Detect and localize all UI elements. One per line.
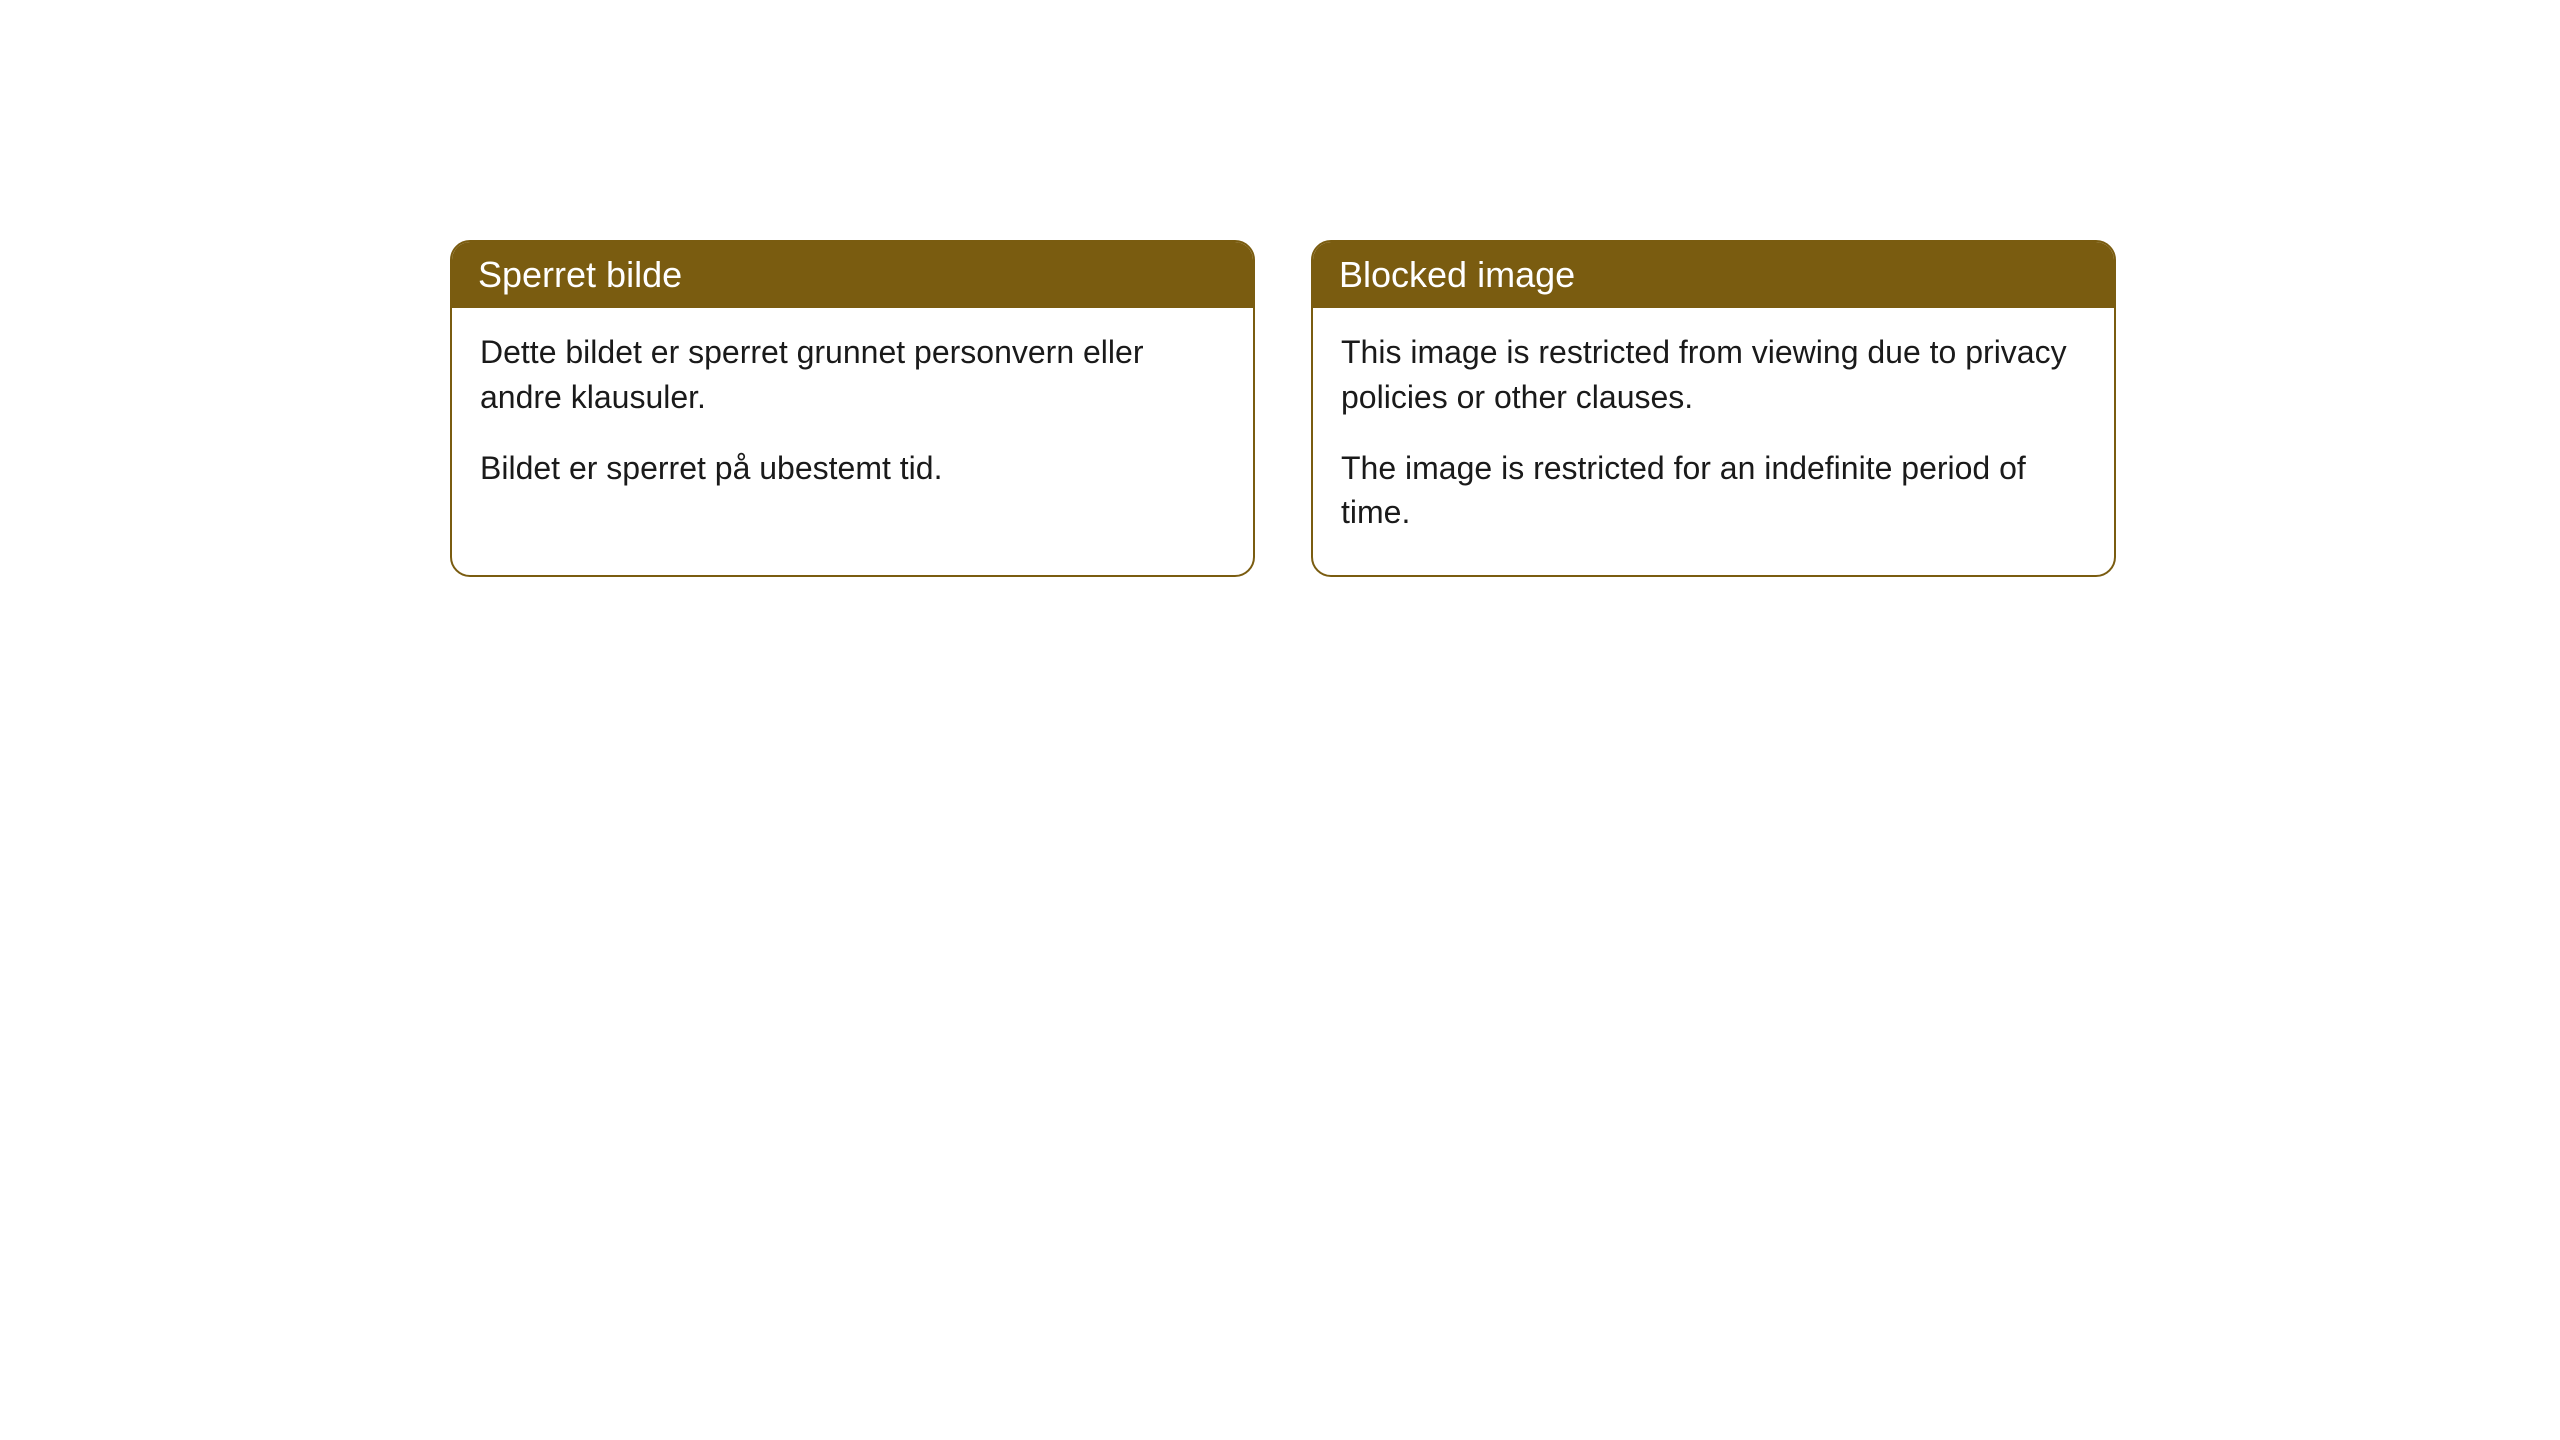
card-paragraph-2: The image is restricted for an indefinit… (1341, 446, 2086, 536)
notice-cards-container: Sperret bilde Dette bildet er sperret gr… (450, 240, 2560, 577)
card-header: Sperret bilde (452, 242, 1253, 308)
card-body: Dette bildet er sperret grunnet personve… (452, 308, 1253, 530)
notice-card-norwegian: Sperret bilde Dette bildet er sperret gr… (450, 240, 1255, 577)
card-paragraph-1: This image is restricted from viewing du… (1341, 330, 2086, 420)
card-paragraph-1: Dette bildet er sperret grunnet personve… (480, 330, 1225, 420)
card-paragraph-2: Bildet er sperret på ubestemt tid. (480, 446, 1225, 491)
card-header: Blocked image (1313, 242, 2114, 308)
card-body: This image is restricted from viewing du… (1313, 308, 2114, 575)
card-title: Blocked image (1339, 254, 1575, 295)
card-title: Sperret bilde (478, 254, 682, 295)
notice-card-english: Blocked image This image is restricted f… (1311, 240, 2116, 577)
